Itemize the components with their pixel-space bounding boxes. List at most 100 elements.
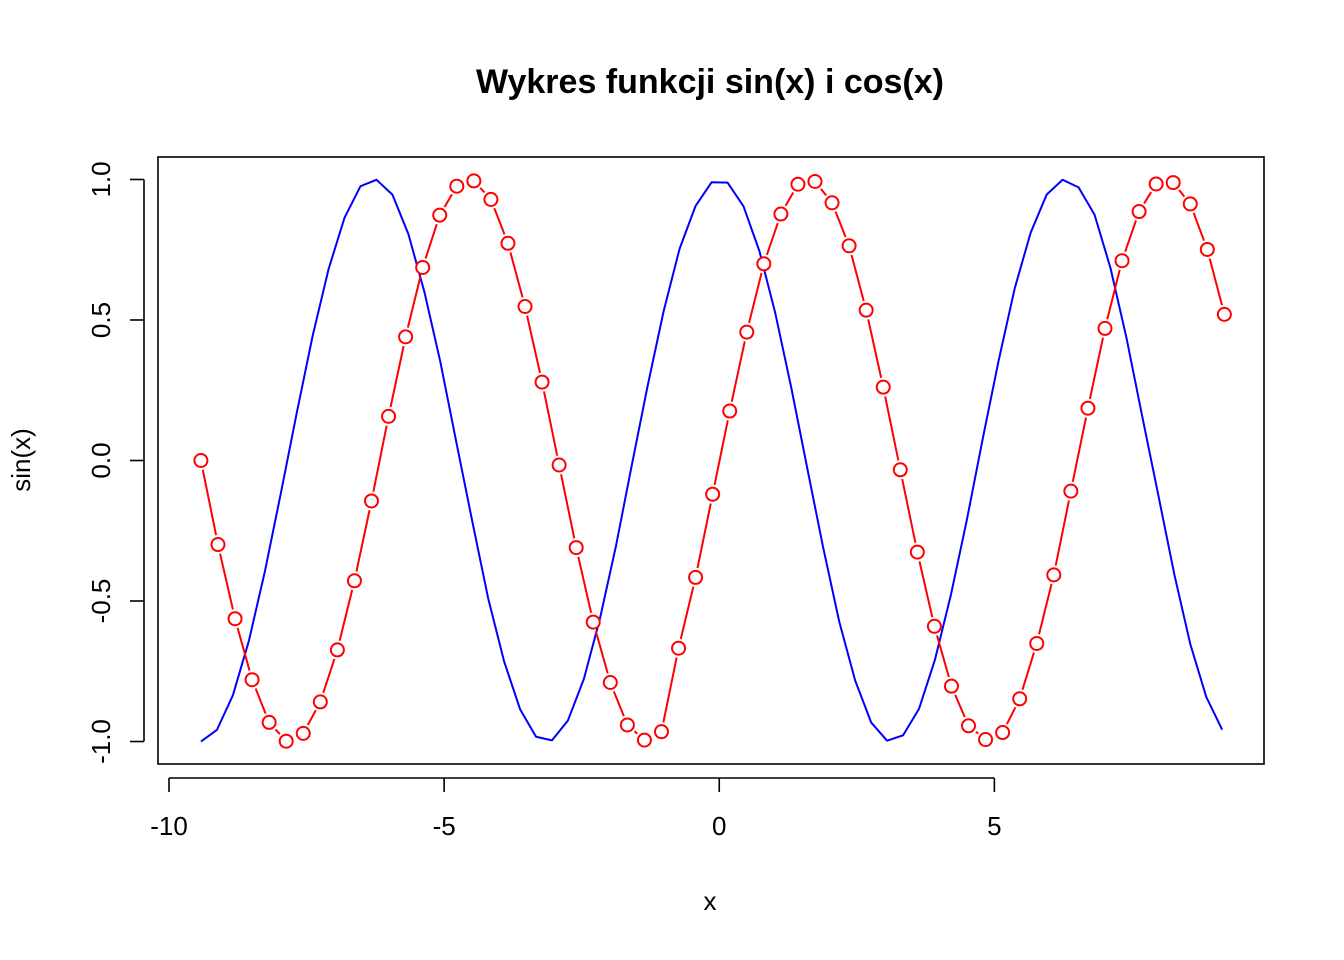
data-point-sin [926, 618, 942, 634]
series-segment-sin [526, 315, 541, 374]
series-segment-sin [696, 503, 712, 569]
series-segment-sin [784, 192, 795, 207]
data-point-sin [824, 195, 840, 211]
data-point-sin [1182, 196, 1198, 212]
data-point-sin [1046, 567, 1062, 583]
series-segment-sin [1192, 212, 1205, 241]
data-point-sin [773, 206, 789, 222]
data-point-sin [432, 207, 448, 223]
series-segment-sin [850, 254, 865, 302]
data-point-sin [636, 732, 652, 748]
series-segment-sin [748, 272, 763, 324]
data-point-sin [892, 462, 908, 478]
data-point-sin [1114, 253, 1130, 269]
data-point-sin [943, 678, 959, 694]
series-segment-sin [424, 223, 438, 259]
data-point-sin [534, 374, 550, 390]
y-tick-label: -1.0 [86, 719, 116, 764]
series-segment-sin [406, 276, 422, 328]
series-segment-sin [322, 658, 336, 694]
series-segment-sin [594, 630, 609, 674]
data-point-sin [705, 486, 721, 502]
series-segment-sin [372, 425, 388, 492]
series-segment-sin [274, 728, 281, 735]
data-point-sin [978, 732, 994, 748]
series-segment-sin [1038, 583, 1053, 635]
series-layer [193, 173, 1232, 749]
data-point-sin [568, 540, 584, 556]
y-tick-label: 0.5 [86, 302, 116, 338]
series-segment-sin [1006, 706, 1017, 725]
series-segment-sin [201, 469, 218, 536]
x-tick-label: 5 [987, 811, 1001, 841]
series-segment-sin [713, 420, 729, 486]
data-point-sin [995, 725, 1011, 741]
x-axis: -10 -5 0 5 [150, 777, 1002, 841]
series-segment-sin [1124, 220, 1137, 253]
y-tick-label: 0.0 [86, 442, 116, 478]
series-segment-sin [975, 730, 979, 735]
series-segment-sin [884, 396, 900, 461]
y-axis-label: sin(x) [6, 428, 36, 492]
data-point-sin [653, 724, 669, 740]
series-cos [200, 178, 1224, 743]
data-point-sin [381, 408, 397, 424]
series-segment-sin [679, 586, 695, 640]
series-segment-sin [936, 635, 950, 678]
data-point-sin [500, 235, 516, 251]
data-point-sin [739, 324, 755, 340]
data-point-sin [1131, 204, 1147, 220]
series-segment-sin [1021, 652, 1035, 691]
data-point-sin [961, 718, 977, 734]
series-segment-sin [1088, 337, 1104, 400]
data-point-sin [295, 725, 311, 741]
series-segment-sin [1143, 191, 1152, 204]
data-point-sin [756, 256, 772, 272]
data-point-sin [790, 176, 806, 192]
series-segment-sin [560, 474, 576, 539]
series-segment-sin [730, 341, 746, 402]
data-point-sin [346, 573, 362, 589]
data-point-sin [312, 694, 328, 710]
data-point-sin [602, 675, 618, 691]
series-segment-sin [493, 207, 506, 235]
data-point-sin [671, 640, 687, 656]
y-tick-label: 1.0 [86, 161, 116, 197]
series-segment-sin [1178, 189, 1186, 198]
data-point-sin [1148, 176, 1164, 192]
data-point-sin [585, 614, 601, 630]
series-segment-sin [820, 188, 827, 197]
data-point-sin [398, 329, 414, 345]
data-point-sin [722, 403, 738, 419]
series-segment-sin [254, 688, 267, 714]
series-segment-sin [338, 589, 354, 641]
data-point-sin [619, 717, 635, 733]
data-point-sin [363, 493, 379, 509]
data-point-sin [807, 173, 823, 189]
series-segment-sin [1071, 417, 1087, 483]
data-point-sin [688, 569, 704, 585]
series-segment-sin [765, 222, 779, 256]
data-point-sin [227, 611, 243, 627]
series-segment-sin [236, 627, 251, 671]
data-point-sin [261, 714, 277, 730]
chart-title: Wykres funkcji sin(x) i cos(x) [476, 63, 944, 101]
data-point-sin [1216, 306, 1232, 322]
series-segment-sin [1054, 500, 1070, 566]
data-point-sin [909, 544, 925, 560]
y-tick-label: -0.5 [86, 579, 116, 624]
data-point-sin [1012, 691, 1028, 707]
data-point-sin [329, 642, 345, 658]
data-point-sin [415, 259, 431, 275]
series-segment-sin [954, 694, 966, 718]
series-line-cos [200, 178, 1224, 743]
data-point-sin [1097, 320, 1113, 336]
data-point-sin [1165, 175, 1181, 191]
series-segment-sin [355, 510, 371, 572]
data-point-sin [551, 457, 567, 473]
x-tick-label: 0 [712, 811, 726, 841]
series-segment-sin [306, 709, 317, 726]
series-segment-sin [1106, 269, 1121, 320]
data-point-sin [517, 299, 533, 315]
